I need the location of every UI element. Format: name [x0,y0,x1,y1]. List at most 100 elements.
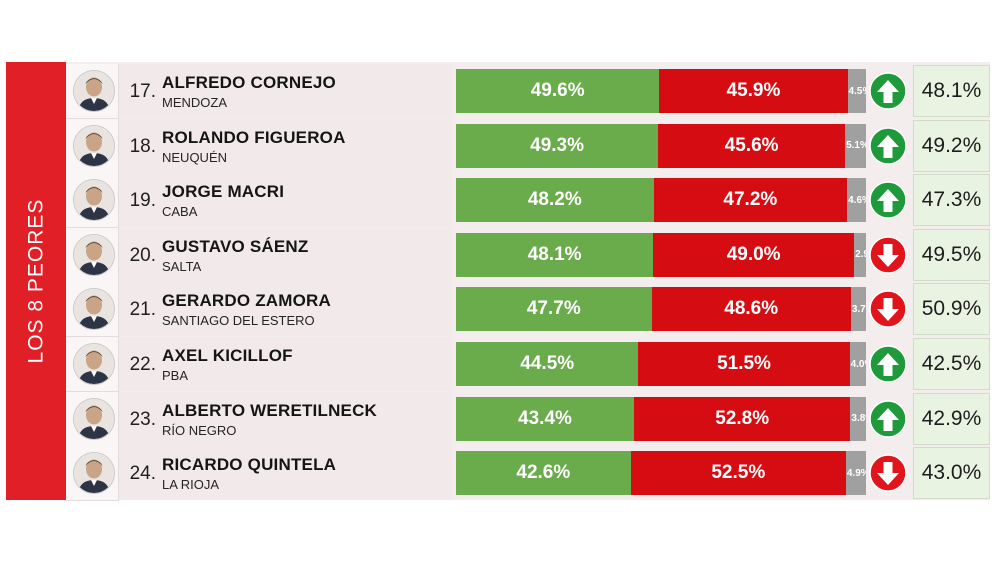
table-row: 18. ROLANDO FIGUEROA NEUQUÉN 49.3% 45.6% 5.1%… [66,118,990,174]
governor-name: ALBERTO WERETILNECK [162,400,378,420]
avatar [73,452,115,495]
province-name: PBA [162,368,189,383]
row-background [66,337,452,391]
disapprove-label: 49.0% [726,243,781,265]
approval-bar: 48.2% 47.2% 4.6% [456,178,866,223]
table-row: 21. GERARDO ZAMORA SANTIAGO DEL ESTERO 47.7… [66,282,990,338]
approve-label: 48.2% [527,189,582,211]
row-background [66,173,452,228]
rank-number: 22. [129,354,156,375]
undecided-label: 3.8% [851,413,866,425]
disapprove-segment: 47.2% [653,178,848,223]
disapprove-segment: 45.6% [658,123,846,168]
disapprove-segment: 48.6% [651,287,851,332]
table-row: 22. AXEL KICILLOF PBA 44.5% 51.5% 4.0% 42.5% [66,337,990,392]
previous-value: 42.5% [913,338,990,390]
undecided-segment: 3.7% [850,287,866,332]
row-background [66,64,452,118]
table-row: 19. JORGE MACRI CABA 48.2% 47.2% 4.6% 47.3% [66,173,990,229]
disapprove-segment: 52.5% [630,451,846,496]
approval-bar: 49.6% 45.9% 4.5% [456,69,866,113]
approve-label: 47.7% [526,298,581,320]
approve-label: 49.3% [530,134,584,156]
governor-name: ALFREDO CORNEJO [162,73,336,92]
photo-cell [66,391,119,447]
governor-name: RICARDO QUINTELA [162,455,337,475]
photo-cell [66,337,119,392]
province-name: MENDOZA [162,95,227,110]
approve-segment: 43.4% [456,396,634,441]
province-name: NEUQUÉN [162,149,228,165]
rank-number: 20. [129,244,156,266]
photo-cell [66,282,119,338]
photo-cell [66,64,119,119]
avatar [73,343,115,385]
undecided-label: 3.7% [851,303,866,315]
undecided-segment: 5.1% [845,123,866,168]
disapprove-label: 52.5% [711,462,766,484]
approve-segment: 47.7% [456,287,652,332]
governor-name: ROLANDO FIGUEROA [162,127,346,147]
approval-bar: 43.4% 52.8% 3.8% [456,396,866,441]
row-background [66,446,452,501]
province-name: SALTA [162,258,202,274]
previous-value: 43.0% [913,447,990,500]
undecided-segment: 2.9% [854,232,866,277]
province-name: SANTIAGO DEL ESTERO [162,313,315,329]
approval-bar: 48.1% 49.0% 2.9% [456,232,866,277]
approval-bar: 42.6% 52.5% 4.9% [456,451,866,496]
undecided-segment: 4.9% [845,451,866,496]
approve-label: 49.6% [530,80,585,101]
approval-bar: 49.3% 45.6% 5.1% [456,123,866,168]
approval-bar: 44.5% 51.5% 4.0% [456,342,866,386]
row-background [66,118,452,173]
undecided-label: 2.9% [855,249,866,261]
rank-number: 18. [129,135,156,157]
rank-number: 23. [129,408,156,430]
avatar [73,397,115,440]
avatar [73,179,115,222]
undecided-label: 4.9% [846,467,866,479]
disapprove-label: 47.2% [723,189,778,211]
rank-number: 24. [129,463,156,485]
avatar [73,70,115,112]
previous-value: 47.3% [913,174,990,227]
disapprove-label: 48.6% [724,298,779,320]
side-banner-label: LOS 8 PEORES [24,198,47,364]
province-name: LA RIOJA [162,477,220,493]
table-row: 23. ALBERTO WERETILNECK RÍO NEGRO 43.4% 52.8… [66,391,990,447]
governor-name: JORGE MACRI [162,182,285,202]
row-background [66,391,452,446]
rank-number: 21. [129,299,156,321]
avatar [73,124,115,167]
rank-number: 17. [129,81,156,102]
undecided-segment: 4.6% [847,178,866,223]
province-name: RÍO NEGRO [162,422,237,438]
governor-name: GUSTAVO SÁENZ [162,236,309,256]
arrow-up-icon [869,399,907,438]
approve-label: 43.4% [518,407,572,429]
disapprove-segment: 49.0% [653,232,855,277]
approve-segment: 44.5% [456,342,639,386]
undecided-label: 4.6% [848,194,866,206]
approve-segment: 49.6% [456,69,660,113]
previous-value: 48.1% [913,65,990,117]
previous-value: 49.2% [913,119,990,172]
undecided-segment: 4.5% [847,69,866,113]
rank-number: 19. [129,190,156,212]
previous-value: 50.9% [913,283,990,336]
photo-cell [66,446,119,502]
approve-label: 42.6% [516,462,571,484]
arrow-down-icon [869,454,907,492]
approval-bar: 47.7% 48.6% 3.7% [456,287,866,332]
undecided-label: 4.5% [848,85,866,97]
disapprove-label: 45.6% [724,134,779,156]
arrow-down-icon [869,290,907,329]
undecided-label: 5.1% [846,140,866,152]
arrow-up-icon [869,72,907,110]
province-name: CABA [162,204,198,220]
disapprove-segment: 51.5% [638,342,850,386]
undecided-label: 4.0% [850,358,866,370]
side-banner: LOS 8 PEORES [6,62,66,500]
undecided-segment: 3.8% [850,396,866,441]
